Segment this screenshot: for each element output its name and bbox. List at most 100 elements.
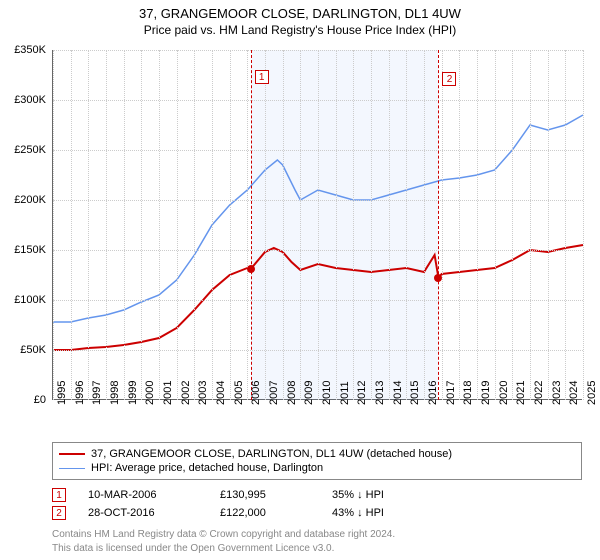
gridline-v — [389, 50, 390, 400]
gridline-v — [424, 50, 425, 400]
gridline-v — [442, 50, 443, 400]
chart: 12 £0£50K£100K£150K£200K£250K£300K£350K1… — [52, 50, 582, 430]
gridline-v — [477, 50, 478, 400]
gridline-v — [159, 50, 160, 400]
xtick-label: 2013 — [374, 381, 386, 405]
gridline-v — [247, 50, 248, 400]
xtick-label: 2025 — [586, 381, 598, 405]
page-subtitle: Price paid vs. HM Land Registry's House … — [0, 21, 600, 37]
ytick-label: £300K — [14, 94, 46, 106]
gridline-v — [318, 50, 319, 400]
legend-label: 37, GRANGEMOOR CLOSE, DARLINGTON, DL1 4U… — [91, 448, 452, 460]
gridline-v — [565, 50, 566, 400]
gridline-v — [265, 50, 266, 400]
xtick-label: 2020 — [498, 381, 510, 405]
xtick-label: 2007 — [268, 381, 280, 405]
xtick-label: 2022 — [533, 381, 545, 405]
gridline-v — [141, 50, 142, 400]
gridline-v — [548, 50, 549, 400]
xtick-label: 1997 — [91, 381, 103, 405]
gridline-v — [88, 50, 89, 400]
xtick-label: 2009 — [303, 381, 315, 405]
gridline-v — [53, 50, 54, 400]
ytick-label: £0 — [34, 394, 46, 406]
gridline-v — [194, 50, 195, 400]
event-date: 10-MAR-2006 — [88, 489, 198, 501]
plot-area: 12 — [52, 50, 582, 400]
gridline-v — [459, 50, 460, 400]
gridline-v — [71, 50, 72, 400]
events-table: 1 10-MAR-2006 £130,995 35% ↓ HPI 2 28-OCT-201… — [52, 486, 384, 522]
gridline-v — [230, 50, 231, 400]
event-delta: 35% ↓ HPI — [332, 489, 384, 501]
xtick-label: 2015 — [409, 381, 421, 405]
xtick-label: 2021 — [515, 381, 527, 405]
legend: 37, GRANGEMOOR CLOSE, DARLINGTON, DL1 4U… — [52, 442, 582, 480]
gridline-v — [353, 50, 354, 400]
footnote-line: Contains HM Land Registry data © Crown c… — [52, 528, 395, 542]
gridline-v — [406, 50, 407, 400]
event-dot — [434, 274, 442, 282]
footnote: Contains HM Land Registry data © Crown c… — [52, 528, 395, 555]
legend-item: 37, GRANGEMOOR CLOSE, DARLINGTON, DL1 4U… — [59, 447, 575, 461]
xtick-label: 2016 — [427, 381, 439, 405]
xtick-label: 2017 — [445, 381, 457, 405]
footnote-line: This data is licensed under the Open Gov… — [52, 542, 395, 556]
xtick-label: 1996 — [74, 381, 86, 405]
gridline-v — [283, 50, 284, 400]
legend-swatch — [59, 453, 85, 455]
event-price: £130,995 — [220, 489, 310, 501]
event-flag-small: 1 — [52, 488, 66, 502]
xtick-label: 1998 — [109, 381, 121, 405]
xtick-label: 2018 — [462, 381, 474, 405]
gridline-v — [106, 50, 107, 400]
xtick-label: 2002 — [180, 381, 192, 405]
gridline-v — [583, 50, 584, 400]
xtick-label: 2001 — [162, 381, 174, 405]
xtick-label: 1995 — [56, 381, 68, 405]
gridline-v — [124, 50, 125, 400]
event-line — [438, 50, 439, 400]
event-row: 1 10-MAR-2006 £130,995 35% ↓ HPI — [52, 486, 384, 504]
event-price: £122,000 — [220, 507, 310, 519]
xtick-label: 2014 — [392, 381, 404, 405]
xtick-label: 2005 — [233, 381, 245, 405]
xtick-label: 2019 — [480, 381, 492, 405]
event-flag: 2 — [442, 72, 456, 86]
xtick-label: 2010 — [321, 381, 333, 405]
event-row: 2 28-OCT-2016 £122,000 43% ↓ HPI — [52, 504, 384, 522]
gridline-v — [212, 50, 213, 400]
gridline-v — [177, 50, 178, 400]
xtick-label: 2023 — [551, 381, 563, 405]
event-delta: 43% ↓ HPI — [332, 507, 384, 519]
gridline-v — [300, 50, 301, 400]
xtick-label: 2024 — [568, 381, 580, 405]
gridline-v — [371, 50, 372, 400]
xtick-label: 2008 — [286, 381, 298, 405]
xtick-label: 1999 — [127, 381, 139, 405]
gridline-v — [495, 50, 496, 400]
xtick-label: 2012 — [356, 381, 368, 405]
gridline-v — [512, 50, 513, 400]
ytick-label: £100K — [14, 294, 46, 306]
gridline-v — [336, 50, 337, 400]
ytick-label: £250K — [14, 144, 46, 156]
ytick-label: £50K — [20, 344, 46, 356]
xtick-label: 2006 — [250, 381, 262, 405]
legend-swatch — [59, 468, 85, 469]
page-title: 37, GRANGEMOOR CLOSE, DARLINGTON, DL1 4U… — [0, 0, 600, 21]
event-date: 28-OCT-2016 — [88, 507, 198, 519]
event-line — [251, 50, 252, 400]
legend-label: HPI: Average price, detached house, Darl… — [91, 462, 323, 474]
xtick-label: 2011 — [339, 381, 351, 405]
ytick-label: £200K — [14, 194, 46, 206]
xtick-label: 2004 — [215, 381, 227, 405]
xtick-label: 2000 — [144, 381, 156, 405]
event-dot — [247, 265, 255, 273]
event-flag-small: 2 — [52, 506, 66, 520]
xtick-label: 2003 — [197, 381, 209, 405]
gridline-v — [530, 50, 531, 400]
ytick-label: £350K — [14, 44, 46, 56]
legend-item: HPI: Average price, detached house, Darl… — [59, 461, 575, 475]
ytick-label: £150K — [14, 244, 46, 256]
